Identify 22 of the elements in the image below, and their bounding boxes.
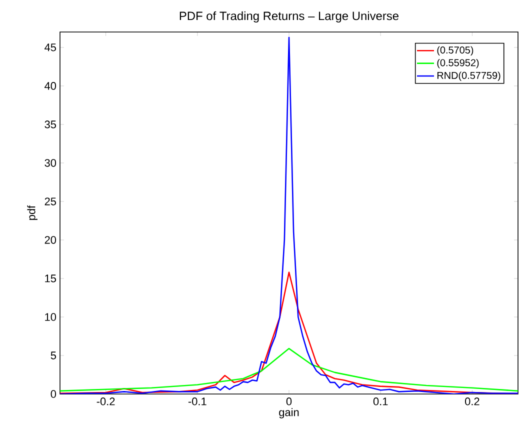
- x-axis-title: gain: [279, 408, 299, 418]
- y-axis-title: pdf: [27, 205, 38, 220]
- y-tick-label: 15: [45, 274, 56, 282]
- y-tick-label: 10: [45, 313, 56, 321]
- legend-label: (0.55952): [437, 58, 479, 68]
- line-series: [60, 36, 518, 394]
- legend-label: (0.5705): [437, 46, 474, 56]
- y-tick-label: 30: [44, 159, 56, 167]
- legend-label: RND(0.57759): [437, 72, 500, 81]
- x-tick-label: -0.2: [96, 398, 115, 406]
- x-tick-label: -0.1: [188, 398, 206, 406]
- chart-title: PDF of Trading Returns – Large Universe: [180, 11, 398, 23]
- y-tick-label: 0: [50, 390, 56, 398]
- y-tick-label: 45: [44, 44, 56, 52]
- y-tick-label: 40: [44, 82, 56, 90]
- y-tick-label: 25: [44, 198, 56, 206]
- y-tick-label: 20: [44, 236, 56, 244]
- x-tick-label: 0: [286, 398, 292, 406]
- y-tick-label: 35: [44, 120, 56, 128]
- y-tick-label: 5: [50, 352, 56, 360]
- x-tick-label: 0.1: [373, 398, 388, 406]
- x-tick-label: 0.2: [465, 398, 480, 406]
